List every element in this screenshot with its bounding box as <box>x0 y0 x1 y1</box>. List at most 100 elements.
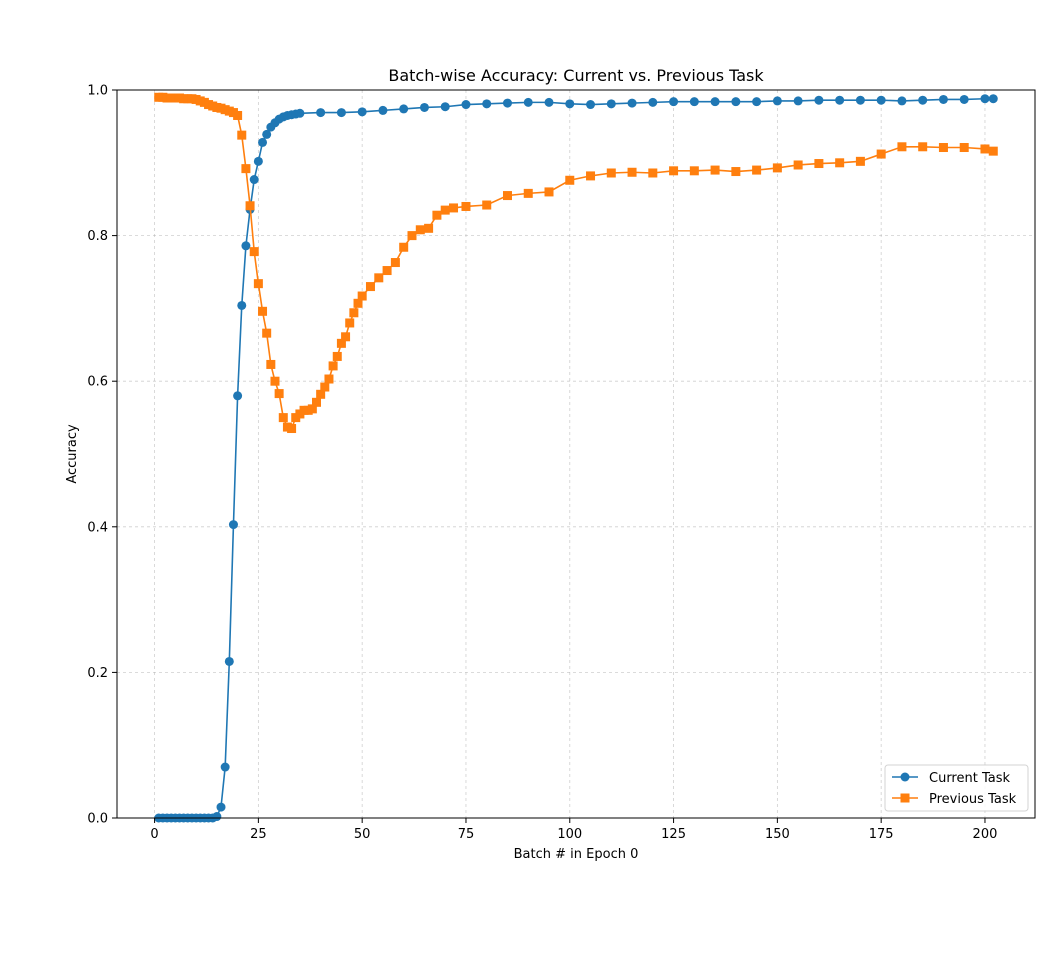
data-point <box>258 306 268 316</box>
data-point <box>295 108 305 118</box>
data-point <box>918 95 928 105</box>
data-point <box>627 167 637 177</box>
data-point <box>424 223 434 233</box>
axis-ticks: 0 25 50 75 100 125 150 175 200 0.0 0.2 0.4 0.6 0.8 1.0 <box>87 84 997 843</box>
x-tick-label: 150 <box>765 827 790 842</box>
data-point <box>237 300 247 310</box>
data-point <box>502 98 512 108</box>
grid <box>117 89 1035 819</box>
data-point <box>689 166 699 176</box>
data-point <box>266 359 276 369</box>
data-point <box>440 102 450 112</box>
x-tick-label: 125 <box>661 827 686 842</box>
x-tick-label: 0 <box>150 827 158 842</box>
data-point <box>216 802 226 812</box>
data-point <box>523 97 533 107</box>
data-point <box>565 99 575 109</box>
data-point <box>374 273 384 283</box>
series-layer <box>154 92 998 823</box>
data-point <box>814 159 824 169</box>
data-point <box>461 201 471 211</box>
data-point <box>669 166 679 176</box>
y-tick-label: 1.0 <box>87 84 108 99</box>
data-point <box>772 96 782 106</box>
data-point <box>980 94 990 104</box>
data-point <box>399 242 409 252</box>
data-point <box>988 146 998 156</box>
data-point <box>669 97 679 107</box>
data-point <box>544 97 554 107</box>
data-point <box>390 258 400 268</box>
data-point <box>253 156 263 166</box>
data-point <box>312 397 322 407</box>
legend-frame <box>884 764 1029 812</box>
data-point <box>752 165 762 175</box>
x-tick-label: 75 <box>458 827 475 842</box>
data-point <box>270 376 280 386</box>
data-point <box>959 143 969 153</box>
data-point <box>237 130 247 140</box>
data-point <box>876 95 886 105</box>
data-point <box>710 97 720 107</box>
data-point <box>278 413 288 423</box>
data-point <box>357 291 367 301</box>
data-point <box>988 94 998 104</box>
y-tick-label: 0.6 <box>87 375 108 390</box>
data-point <box>357 107 367 117</box>
data-point <box>752 97 762 107</box>
data-point <box>316 389 326 399</box>
data-point <box>274 389 284 399</box>
x-tick-label: 100 <box>557 827 582 842</box>
y-tick-label: 0.8 <box>87 229 108 244</box>
data-point <box>233 110 243 120</box>
data-point <box>415 225 425 235</box>
y-axis-label: Accuracy <box>65 424 80 484</box>
data-point <box>461 100 471 110</box>
data-point <box>606 168 616 178</box>
data-point <box>220 762 230 772</box>
data-point <box>212 812 222 822</box>
data-point <box>440 205 450 215</box>
series-current-task <box>154 94 998 823</box>
series-previous-task <box>154 92 998 434</box>
data-point <box>307 404 317 414</box>
data-point <box>876 149 886 159</box>
data-point <box>328 361 338 371</box>
data-point <box>336 338 346 348</box>
data-point <box>262 328 272 338</box>
data-point <box>855 95 865 105</box>
data-point <box>523 188 533 198</box>
data-point <box>233 391 243 401</box>
legend-marker-previous <box>900 793 910 803</box>
data-point <box>502 191 512 201</box>
legend-label-current: Current Task <box>929 771 1010 786</box>
y-tick-label: 0.2 <box>87 666 108 681</box>
data-point <box>320 382 330 392</box>
data-point <box>228 520 238 530</box>
data-point <box>249 175 259 185</box>
data-point <box>482 200 492 210</box>
data-point <box>897 142 907 152</box>
x-tick-label: 25 <box>250 827 267 842</box>
data-point <box>793 96 803 106</box>
data-point <box>253 279 263 289</box>
x-tick-label: 200 <box>973 827 998 842</box>
data-point <box>772 163 782 173</box>
data-point <box>855 156 865 166</box>
data-point <box>627 98 637 108</box>
data-point <box>224 656 234 666</box>
data-point <box>648 168 658 178</box>
data-point <box>241 241 251 251</box>
data-point <box>241 164 251 174</box>
data-point <box>565 175 575 185</box>
data-point <box>648 97 658 107</box>
legend: Current Task Previous Task <box>884 764 1029 812</box>
data-point <box>482 99 492 109</box>
data-point <box>731 97 741 107</box>
data-point <box>258 137 268 147</box>
data-point <box>814 95 824 105</box>
data-point <box>689 97 699 107</box>
data-point <box>336 108 346 118</box>
